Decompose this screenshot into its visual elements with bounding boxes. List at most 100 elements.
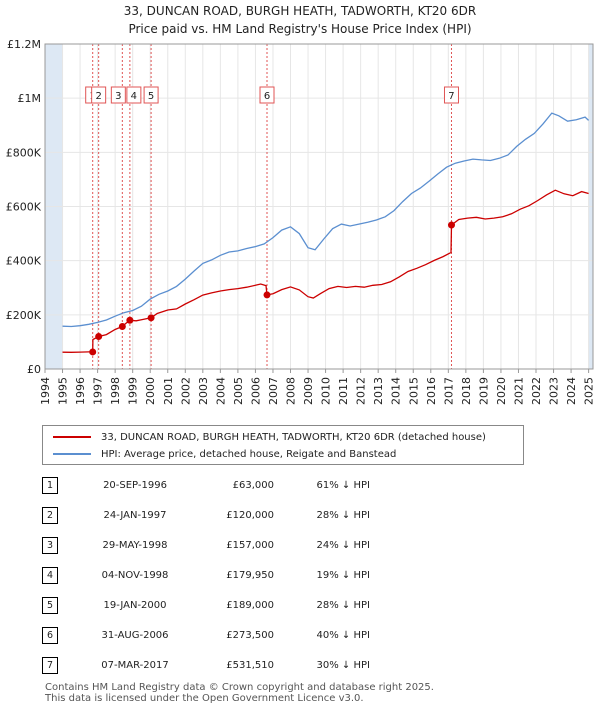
x-tick-label: 2011 (337, 377, 350, 405)
sale-price: £179,950 (226, 569, 274, 581)
y-tick-label: £800K (6, 146, 42, 159)
x-tick-label: 2023 (548, 377, 561, 405)
x-tick-label: 2017 (442, 377, 455, 405)
y-tick-label: £1M (18, 92, 42, 105)
x-tick-label: 2007 (267, 377, 280, 405)
x-tick-label: 1995 (57, 377, 70, 405)
x-tick-label: 2003 (197, 377, 210, 405)
sale-hpi-diff: 30% ↓ HPI (316, 659, 370, 671)
x-tick-label: 1994 (39, 377, 52, 405)
sale-label-box (110, 86, 126, 104)
sale-price: £120,000 (226, 509, 274, 521)
sale-label-box (126, 86, 142, 104)
table-row: 2 24-JAN-1997 £120,000 28% ↓ HPI (42, 500, 370, 530)
sale-price: £63,000 (232, 479, 274, 491)
y-tick-label: £0 (27, 363, 41, 376)
sale-hpi-diff: 28% ↓ HPI (316, 509, 370, 521)
sale-date: 24-JAN-1997 (103, 509, 167, 521)
sale-point (89, 348, 97, 356)
x-tick-label: 1996 (74, 377, 87, 405)
x-tick-label: 2010 (320, 377, 333, 405)
sale-point (147, 314, 155, 322)
table-row: 4 04-NOV-1998 £179,950 19% ↓ HPI (42, 560, 370, 590)
sale-number-badge: 5 (42, 596, 58, 614)
x-tick-label: 2013 (372, 377, 385, 405)
sale-price: £157,000 (226, 539, 274, 551)
plot-frame (44, 43, 594, 370)
y-tick-label: £200K (6, 309, 42, 322)
sale-hpi-diff: 19% ↓ HPI (316, 569, 370, 581)
y-tick-label: £600K (6, 201, 42, 214)
sale-number-badge: 2 (42, 506, 58, 524)
table-row: 7 07-MAR-2017 £531,510 30% ↓ HPI (42, 650, 370, 680)
sale-label-box (259, 86, 275, 104)
sale-date: 19-JAN-2000 (103, 599, 167, 611)
sale-hpi-diff: 24% ↓ HPI (316, 539, 370, 551)
footer-copyright: Contains HM Land Registry data © Crown c… (45, 682, 434, 693)
x-tick-label: 2021 (512, 377, 525, 405)
transactions-table: 1 20-SEP-1996 £63,000 61% ↓ HPI 2 24-JAN-1997… (42, 470, 370, 680)
x-tick-label: 2009 (302, 377, 315, 405)
sale-number-badge: 1 (42, 476, 58, 494)
property-line-swatch (53, 436, 91, 438)
x-tick-label: 1999 (127, 377, 140, 405)
sale-number-badge: 6 (42, 626, 58, 644)
sale-date: 29-MAY-1998 (102, 539, 168, 551)
sale-label: 7 (448, 91, 454, 102)
sale-label-box (143, 86, 159, 104)
y-tick-label: £400K (6, 255, 42, 268)
hpi-series-line (62, 112, 590, 328)
x-tick-label: 2004 (214, 377, 227, 405)
chart-subtitle: Price paid vs. HM Land Registry's House … (128, 22, 472, 36)
sale-number-badge: 3 (42, 536, 58, 554)
sale-point (95, 333, 103, 340)
sale-label-box (443, 86, 459, 104)
y-tick-label: £1.2M (7, 38, 41, 51)
x-tick-label: 2015 (407, 377, 420, 405)
legend: 33, DUNCAN ROAD, BURGH HEATH, TADWORTH, … (42, 425, 524, 465)
table-row: 1 20-SEP-1996 £63,000 61% ↓ HPI (42, 470, 370, 500)
footer: Contains HM Land Registry data © Crown c… (45, 682, 434, 704)
sale-label: 4 (131, 91, 137, 102)
table-row: 3 29-MAY-1998 £157,000 24% ↓ HPI (42, 530, 370, 560)
x-tick-label: 2012 (355, 377, 368, 405)
legend-label-hpi: HPI: Average price, detached house, Reig… (101, 448, 397, 460)
sale-point (118, 322, 126, 330)
sale-date: 31-AUG-2006 (101, 629, 169, 641)
chart-title: 33, DUNCAN ROAD, BURGH HEATH, TADWORTH, … (123, 4, 477, 18)
x-tick-label: 1998 (109, 377, 122, 405)
x-tick-label: 2025 (583, 377, 596, 405)
x-tick-label: 2001 (162, 377, 175, 405)
sale-label: 6 (264, 91, 270, 102)
x-tick-label: 2019 (477, 377, 490, 405)
x-tick-label: 1997 (92, 377, 105, 405)
table-row: 5 19-JAN-2000 £189,000 28% ↓ HPI (42, 590, 370, 620)
sale-label: 3 (115, 91, 121, 102)
sale-point (126, 316, 134, 324)
hpi-line-swatch (53, 453, 91, 455)
sale-date: 07-MAR-2017 (101, 659, 169, 671)
x-tick-label: 2000 (144, 377, 157, 405)
sale-date: 04-NOV-1998 (101, 569, 169, 581)
legend-item-property: 33, DUNCAN ROAD, BURGH HEATH, TADWORTH, … (53, 430, 486, 444)
x-tick-label: 2005 (232, 377, 245, 405)
table-row: 6 31-AUG-2006 £273,500 40% ↓ HPI (42, 620, 370, 650)
sale-label: 2 (95, 91, 101, 102)
sale-hpi-diff: 61% ↓ HPI (316, 479, 370, 491)
sale-hpi-diff: 40% ↓ HPI (316, 629, 370, 641)
sale-price: £189,000 (226, 599, 274, 611)
x-tick-label: 2002 (179, 377, 192, 405)
x-tick-label: 2024 (565, 377, 578, 405)
sale-label: 5 (148, 91, 154, 102)
sale-price: £531,510 (226, 659, 274, 671)
x-tick-label: 2020 (495, 377, 508, 405)
price-chart: 1234567£0£200K£400K£600K£800K£1M£1.2M199… (6, 38, 596, 405)
sale-point (263, 291, 271, 299)
x-tick-label: 2008 (285, 377, 298, 405)
legend-item-hpi: HPI: Average price, detached house, Reig… (53, 447, 396, 461)
legend-label-property: 33, DUNCAN ROAD, BURGH HEATH, TADWORTH, … (101, 431, 486, 443)
x-tick-label: 2014 (390, 377, 403, 405)
sale-date: 20-SEP-1996 (103, 479, 167, 491)
sale-point (447, 221, 455, 229)
x-tick-label: 2022 (530, 377, 543, 405)
